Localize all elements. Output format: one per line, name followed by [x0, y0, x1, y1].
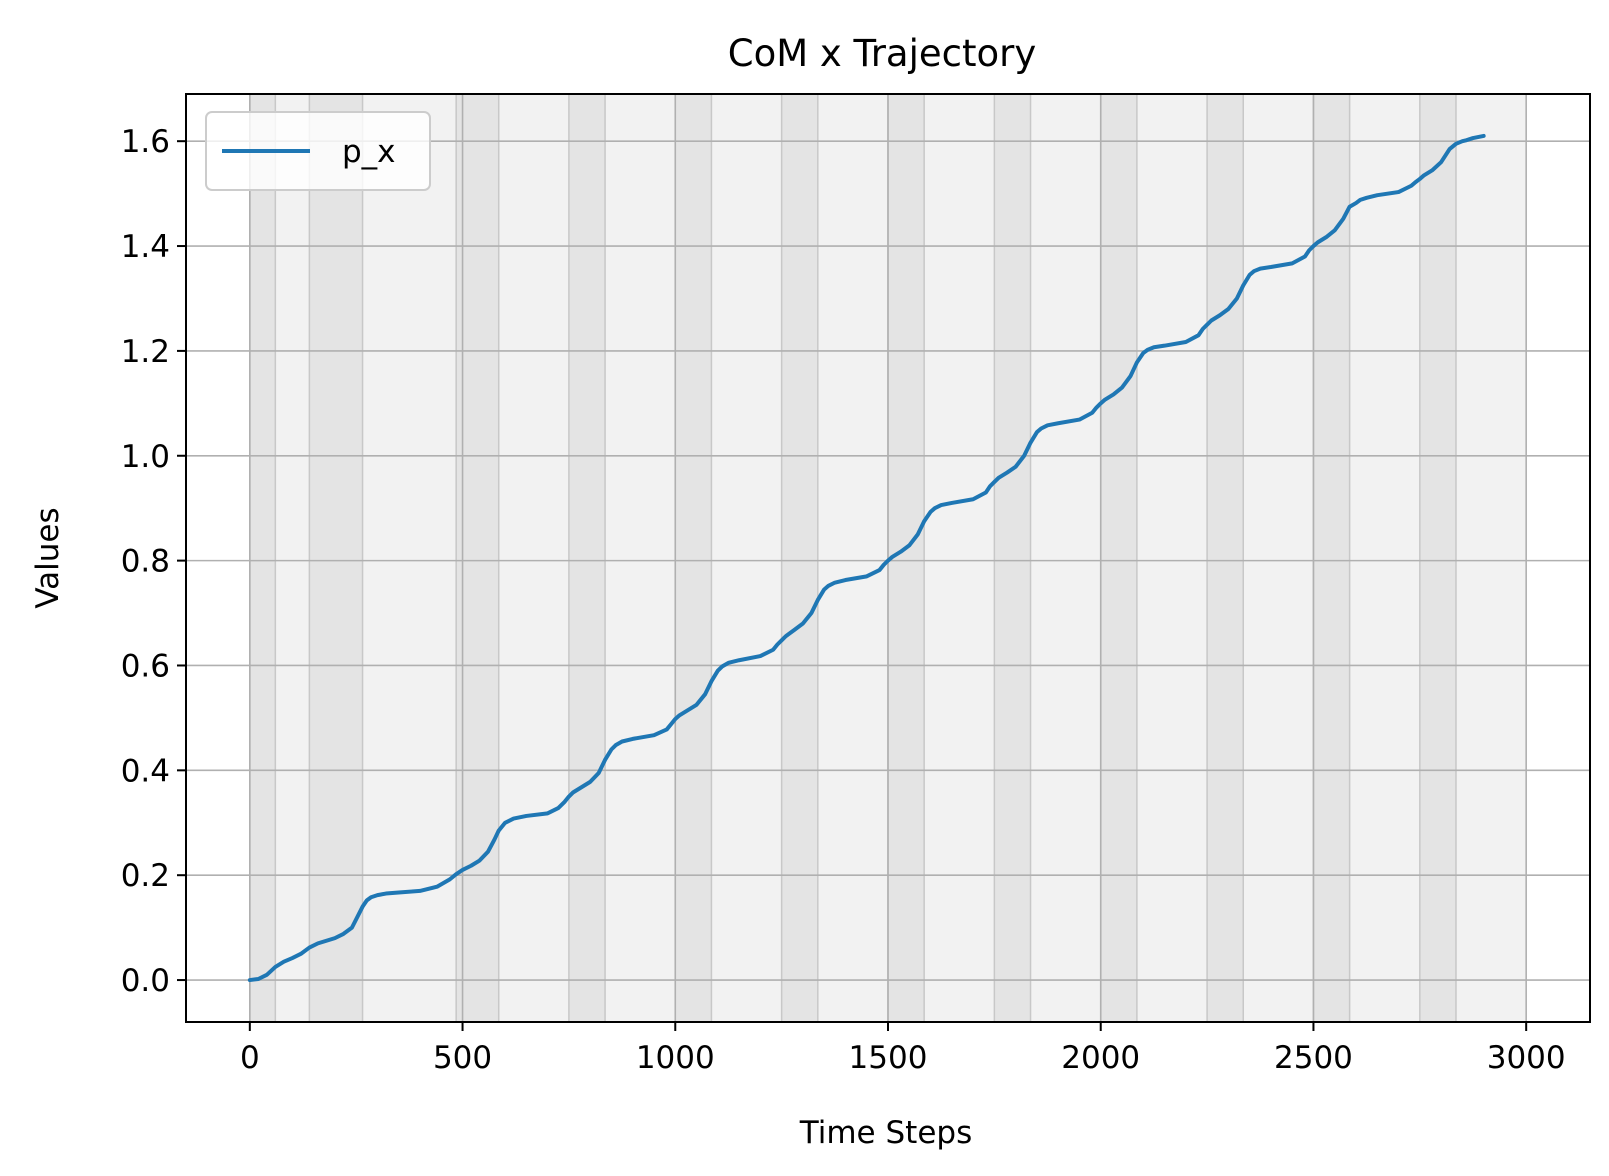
y-tick-label-4: 0.8	[121, 544, 170, 580]
shaded-region-13	[924, 94, 995, 1022]
shaded-region-5	[498, 94, 569, 1022]
shaded-region-10	[781, 94, 818, 1022]
shaded-region-7	[605, 94, 676, 1022]
legend-label-p-x: p_x	[342, 134, 396, 170]
y-tick-label-0: 0.0	[121, 963, 170, 999]
y-tick-label-6: 1.2	[121, 334, 170, 370]
legend-box	[205, 111, 431, 191]
shaded-region-17	[1136, 94, 1208, 1022]
shaded-region-8	[675, 94, 712, 1022]
x-tick-label-5: 2500	[1274, 1040, 1353, 1076]
shaded-region-14	[994, 94, 1031, 1022]
x-tick-label-2: 1000	[636, 1040, 715, 1076]
shaded-region-18	[1207, 94, 1244, 1022]
x-tick-label-0: 0	[240, 1040, 260, 1076]
x-tick-label-6: 3000	[1487, 1040, 1566, 1076]
series-lines	[247, 133, 1486, 983]
shaded-region-22	[1419, 94, 1456, 1022]
shaded-region-21	[1349, 94, 1420, 1022]
y-tick-label-1: 0.2	[121, 858, 170, 894]
y-tick-label-7: 1.4	[121, 229, 170, 265]
y-axis-ticks: 0.0 0.2 0.4 0.6 0.8 1.0 1.2 1.4 1.6	[121, 124, 186, 999]
shaded-region-6	[568, 94, 606, 1022]
y-tick-label-8: 1.6	[121, 124, 170, 160]
grid-lines	[186, 94, 1590, 1022]
shaded-region-19	[1243, 94, 1314, 1022]
y-axis-label: Values	[30, 507, 66, 608]
y-tick-label-2: 0.4	[121, 753, 170, 789]
shaded-region-20	[1313, 94, 1350, 1022]
shaded-region-23	[1455, 94, 1527, 1022]
shaded-region-1	[275, 94, 310, 1022]
chart-title: CoM x Trajectory	[728, 32, 1037, 75]
shaded-region-9	[711, 94, 782, 1022]
shaded-region-3	[362, 94, 457, 1022]
series-line-p-x	[247, 133, 1486, 983]
legend: p_x	[205, 111, 431, 191]
shaded-region-0	[249, 94, 276, 1022]
x-tick-label-1: 500	[433, 1040, 492, 1076]
shaded-region-15	[1030, 94, 1101, 1022]
shaded-region-2	[309, 94, 363, 1022]
x-axis-ticks: 0 500 1000 1500 2000 2500 3000	[240, 1022, 1566, 1076]
x-tick-label-3: 1500	[849, 1040, 928, 1076]
x-tick-label-4: 2000	[1061, 1040, 1140, 1076]
x-axis-label: Time Steps	[799, 1115, 972, 1151]
y-tick-label-5: 1.0	[121, 439, 170, 475]
shaded-region-16	[1100, 94, 1137, 1022]
y-tick-label-3: 0.6	[121, 648, 170, 684]
shaded-regions	[249, 94, 1527, 1022]
shaded-region-11	[817, 94, 888, 1022]
